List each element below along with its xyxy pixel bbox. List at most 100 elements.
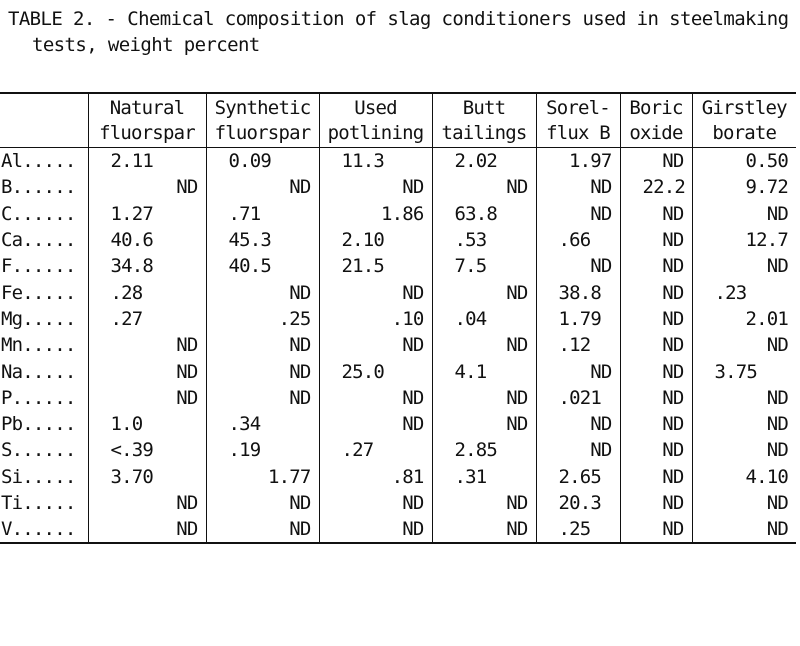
table-row: Al..... 2.11 0.09 11.3 2.02 1.97 ND 0.50 (0, 147, 796, 175)
element-label: Fe..... (1, 281, 76, 304)
table-cell: .28 (87, 279, 206, 306)
table-cell: .23 (691, 279, 796, 306)
table-cell: ND (535, 410, 620, 438)
table-row: F...... 34.8 40.5 21.5 7.5 ND ND ND (0, 253, 796, 280)
table-cell: ND (318, 384, 432, 411)
table-row: V...... ND ND ND ND .25 ND ND (0, 516, 796, 544)
element-label: Al..... (1, 150, 76, 173)
table-cell: ND (431, 516, 536, 544)
table-row: Si..... 3.70 1.77.81.31 2.65 ND 4.10 (0, 463, 796, 490)
table-cell: ND (619, 358, 692, 385)
table-row: S...... <.39.19.27 2.85 ND ND ND (0, 437, 796, 464)
table-cell: .10 (318, 305, 432, 333)
table-cell: 2.10 (318, 226, 432, 254)
element-label: B...... (1, 176, 76, 199)
table-cell: 1.97 (535, 147, 620, 175)
table-cell: 2.65 (535, 463, 620, 490)
table-cell: ND (535, 437, 620, 464)
table-cell: ND (318, 516, 432, 544)
table-cell: ND (691, 332, 796, 359)
table-cell: .81 (318, 463, 432, 490)
element-label: F...... (1, 255, 76, 278)
table-cell: ND (619, 463, 692, 490)
table-row: Ti..... ND ND ND ND 20.3 ND ND (0, 489, 796, 517)
column-header-line-2: borate (712, 122, 777, 144)
table-cell: ND (205, 384, 319, 411)
table-cell: ND (431, 279, 536, 306)
table-row: Fe..... .28 ND ND ND 38.8 ND .23 (0, 279, 796, 306)
table-caption: TABLE 2. - Chemical composition of slag … (8, 6, 798, 58)
table-cell: ND (535, 358, 620, 385)
table-cell: 45.3 (205, 226, 319, 254)
table-cell: 2.85 (431, 437, 536, 464)
table-cell: 0.50 (691, 147, 796, 175)
header-row: Natural fluorspar Synthetic fluorspar Used po… (0, 93, 796, 148)
column-header: Boric oxide (619, 93, 692, 148)
table-cell: 4.1 (431, 358, 536, 385)
table-cell: ND (691, 200, 796, 227)
table-row: Pb..... 1.0.34 ND ND ND ND ND (0, 410, 796, 438)
column-header-line-2: fluorspar (214, 122, 312, 144)
table-cell: ND (318, 410, 432, 438)
column-header: Sorel-flux B (535, 93, 620, 148)
table-row: Ca..... 40.6 45.3 2.10.53.66 ND 12.7 (0, 226, 796, 254)
table-cell: 20.3 (535, 489, 620, 517)
table-cell: 21.5 (318, 253, 432, 280)
element-label: Mn..... (1, 334, 76, 357)
table-cell: .04 (431, 305, 536, 333)
table-cell: 1.86 (318, 200, 432, 227)
table-cell: 2.02 (431, 147, 536, 175)
table-cell: ND (431, 174, 536, 201)
table-cell: ND (619, 147, 692, 175)
table-cell: 0.09 (205, 147, 319, 175)
table-cell: 1.79 (535, 305, 620, 333)
table-cell: ND (535, 253, 620, 280)
element-label: Ti..... (1, 492, 76, 514)
table-cell: ND (205, 332, 319, 359)
caption-line-2: tests, weight percent (32, 34, 260, 56)
column-header: Natural fluorspar (87, 93, 206, 148)
table-cell: .71 (205, 200, 319, 227)
caption-line-1: TABLE 2. - Chemical composition of slag … (8, 8, 789, 30)
table-cell: ND (431, 332, 536, 359)
table-cell: 63.8 (431, 200, 536, 227)
table-row: B...... ND ND ND ND ND 22.2 9.72 (0, 174, 796, 201)
element-label: P...... (1, 386, 76, 409)
table-cell: 9.72 (691, 174, 796, 201)
table-cell: .25 (205, 305, 319, 333)
table-cell: .27 (87, 305, 206, 333)
table-body: Al..... 2.11 0.09 11.3 2.02 1.97 ND 0.50 B......… (0, 147, 796, 544)
element-label: S...... (1, 439, 76, 462)
table-cell: 7.5 (431, 253, 536, 280)
table-cell: ND (87, 174, 206, 201)
table-cell: ND (205, 489, 319, 517)
column-header-line-2: potlining (327, 122, 425, 144)
header-stub (0, 93, 88, 148)
element-label: V...... (1, 518, 76, 541)
column-header-line-2: flux B (546, 122, 611, 144)
table-cell: ND (431, 410, 536, 438)
table-cell: <.39 (87, 437, 206, 464)
table-cell: ND (691, 516, 796, 544)
table-cell: 2.01 (691, 305, 796, 333)
table-cell: ND (691, 489, 796, 517)
table-cell: .34 (205, 410, 319, 438)
table-cell: ND (87, 332, 206, 359)
table-cell: ND (619, 305, 692, 333)
element-label: C...... (1, 202, 76, 225)
column-header-line-1: Boric (629, 97, 683, 119)
table-cell: ND (87, 489, 206, 517)
table-cell: 3.75 (691, 358, 796, 385)
table-cell: 1.0 (87, 410, 206, 438)
table-cell: ND (318, 489, 432, 517)
table-cell: 12.7 (691, 226, 796, 254)
table-cell: 25.0 (318, 358, 432, 385)
table-cell: 2.11 (87, 147, 206, 175)
table-cell: 1.27 (87, 200, 206, 227)
table-cell: ND (205, 279, 319, 306)
table-header: Natural fluorspar Synthetic fluorspar Used po… (0, 93, 796, 148)
table-cell: ND (535, 174, 620, 201)
column-header-line-1: Girstley (701, 97, 788, 119)
table-row: C...... 1.27.71 1.86 63.8 ND ND ND (0, 200, 796, 227)
table-cell: ND (619, 489, 692, 517)
